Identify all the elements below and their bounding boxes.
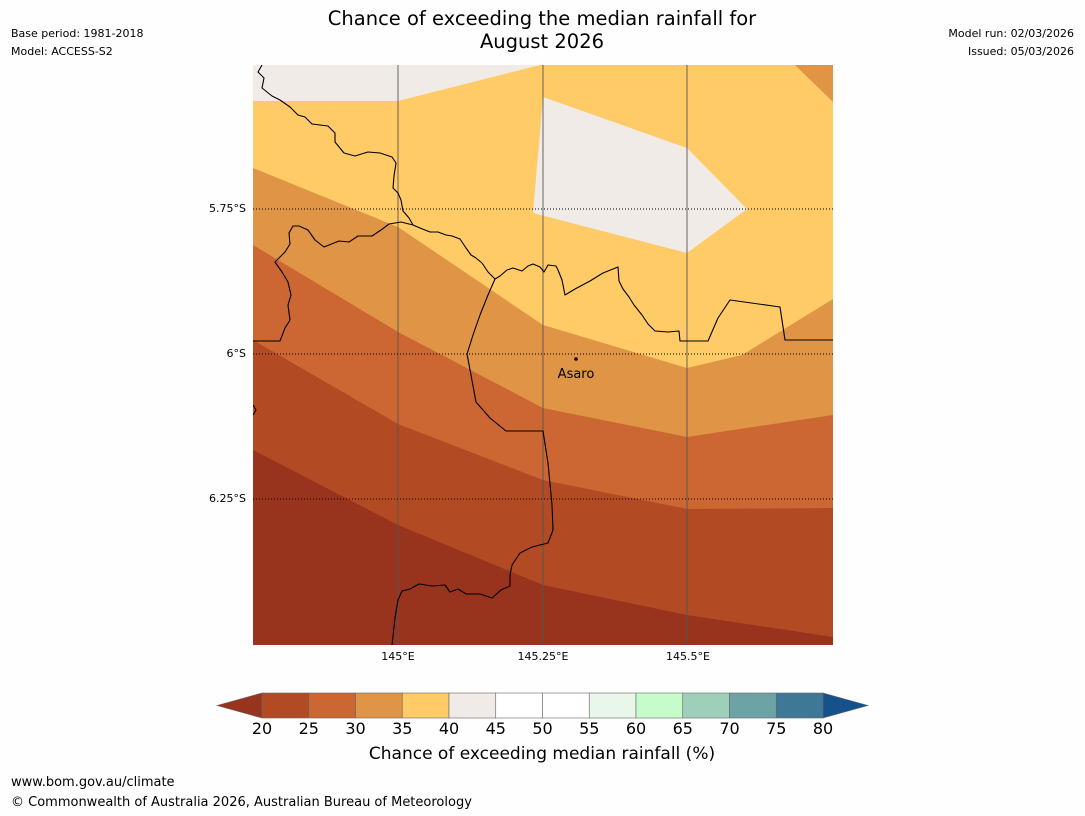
colorbar-extend-low [215,692,263,719]
colorbar-cell-35-40 [401,692,450,719]
footer-copyright: © Commonwealth of Australia 2026, Austra… [11,795,472,810]
colorbar-tick-65: 65 [672,719,693,738]
band-30-35-corner [795,65,833,102]
colorbar-tick-30: 30 [345,719,366,738]
base-period: Base period: 1981-2018 [11,27,144,40]
asaro-label: Asaro [558,367,595,382]
asaro-marker [574,357,578,361]
colorbar-cell-75-80 [775,692,824,719]
colorbar-tick-70: 70 [719,719,740,738]
parallels [253,208,833,500]
colorbar-cells [261,692,824,719]
lat-label-6: 6°S [226,347,246,360]
colorbar-extend-high [822,692,870,719]
colorbar-cell-45-50 [495,692,543,719]
colorbar-tick-25: 25 [298,719,319,738]
colorbar-label: Chance of exceeding median rainfall (%) [368,744,716,764]
colorbar-tick-35: 35 [392,719,413,738]
chart-title: Chance of exceeding the median rainfall … [242,7,842,53]
meridians [397,65,688,645]
model-run: Model run: 02/03/2026 [948,27,1074,40]
colorbar-tick-20: 20 [251,719,273,738]
colorbar-tick-50: 50 [532,719,553,738]
colorbar-cell-30-35 [355,692,403,719]
lon-label-145-5: 145.5°E [666,650,710,663]
model-name: Model: ACCESS-S2 [11,45,113,58]
colorbar-tick-40: 40 [438,719,460,738]
footer-url[interactable]: www.bom.gov.au/climate [11,775,175,790]
lat-label-5-75: 5.75°S [209,202,246,215]
border-north-central [412,224,833,342]
lon-label-145: 145°E [381,650,415,663]
colorbar-tick-45: 45 [485,719,506,738]
colorbar-cell-55-60 [588,692,637,719]
lat-label-6-25: 6.25°S [209,492,246,505]
colorbar-cell-50-55 [542,692,590,719]
meta-left: Base period: 1981-2018 Model: ACCESS-S2 [11,25,143,61]
colorbar-cell-20-25 [261,692,310,719]
border-west-edge [253,404,257,416]
colorbar-tick-60: 60 [625,719,647,738]
band-40-45-north [253,65,540,101]
colorbar-cell-70-75 [729,692,777,719]
colorbar-cell-65-70 [682,692,730,719]
title-line-2: August 2026 [479,30,605,53]
border-central-south [391,278,554,645]
colorbar-tick-75: 75 [766,719,787,738]
border-northwest [253,65,414,342]
lon-label-145-25: 145.25°E [517,650,569,663]
colorbar-tick-80: 80 [812,719,834,738]
colorbar-cell-60-65 [635,692,684,719]
colorbar-cell-25-30 [308,692,356,719]
meta-right: Model run: 02/03/2026 Issued: 05/03/2026 [948,25,1074,61]
title-line-1: Chance of exceeding the median rainfall … [327,7,757,30]
band-40-45-east [533,97,747,253]
colorbar-tick-55: 55 [579,719,600,738]
colorbar-cell-40-45 [448,692,497,719]
issued-date: Issued: 05/03/2026 [967,45,1074,58]
province-borders [253,65,833,645]
